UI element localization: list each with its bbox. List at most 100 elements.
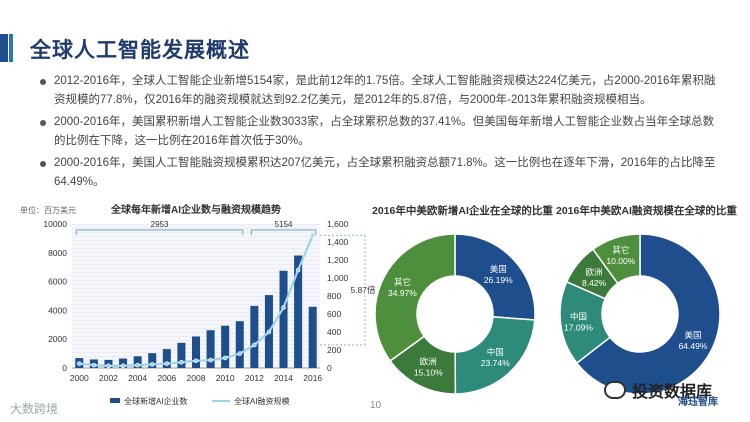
bullet-list: 2012-2016年，全球人工智能企业新增5154家，是此前12年的1.75倍。… — [40, 72, 720, 195]
line-point — [91, 362, 97, 368]
y-right-tick-label: 1,600 — [327, 219, 349, 229]
y-right-tick-label: 0 — [327, 363, 332, 373]
donut-slice — [374, 233, 456, 362]
bullet-item: 2000-2016年，美国累积新增人工智能企业数3033家，占全球累积总数的37… — [40, 113, 720, 151]
bullet-item: 2000-2016年，美国人工智能融资规模累积达207亿美元，占全球累积融资总额… — [40, 154, 720, 192]
wechat-account: 投资数据库 — [604, 378, 712, 402]
bar — [250, 305, 259, 368]
chart-title: 全球每年新增AI企业数与融资规模趋势 — [110, 203, 281, 216]
legend-label: 全球新增AI企业数 — [124, 396, 188, 406]
line-point — [266, 329, 272, 335]
y-left-tick-label: 10000 — [43, 219, 67, 229]
bar — [162, 349, 171, 368]
y-right-tick-label: 1,000 — [327, 273, 349, 283]
bar — [235, 321, 244, 368]
page-number: 10 — [370, 400, 382, 411]
bracket-2000-2011 — [75, 229, 244, 235]
slice-value-label: 8.42% — [582, 278, 607, 288]
slice-name-label: 欧洲 — [420, 357, 437, 367]
bar-line-chart: 单位：百万美元 全球每年新增AI企业数与融资规模趋势020004000600080… — [20, 203, 378, 406]
x-tick-label: 2004 — [128, 373, 147, 383]
line-point — [281, 305, 286, 310]
bar — [133, 356, 142, 368]
legend-label: 全球AI融资规模 — [234, 396, 290, 406]
line-point — [76, 361, 82, 366]
bar — [294, 255, 303, 368]
unit-label: 单位：百万美元 — [20, 205, 76, 215]
x-tick-label: 2006 — [157, 373, 176, 383]
y-right-tick-label: 1,400 — [327, 237, 349, 247]
y-right-tick-label: 600 — [327, 309, 341, 319]
y-right-tick-label: 800 — [327, 291, 341, 301]
y-right-tick-label: 200 — [327, 345, 341, 355]
y-left-tick-label: 4000 — [48, 305, 67, 315]
charts-canvas: 单位：百万美元 全球每年新增AI企业数与融资规模趋势020004000600080… — [20, 203, 721, 406]
page-title: 全球人工智能发展概述 — [30, 39, 250, 62]
line-point — [164, 361, 170, 366]
y-left-tick-label: 0 — [62, 363, 67, 373]
slice-name-label: 其它 — [612, 245, 629, 255]
line-point — [252, 342, 257, 348]
line-point — [295, 267, 301, 273]
x-tick-label: 2012 — [245, 373, 264, 383]
y-left-tick-label: 8000 — [48, 248, 67, 258]
y-right-tick-label: 400 — [327, 327, 341, 337]
wechat-account-name: 投资数据库 — [632, 384, 713, 401]
slice-name-label: 美国 — [684, 330, 701, 340]
y-left-tick-label: 2000 — [48, 334, 67, 344]
line-point — [149, 362, 155, 367]
slice-value-label: 17.09% — [564, 323, 593, 333]
slice-value-label: 26.19% — [484, 275, 513, 285]
ratio-label: 5.87倍 — [350, 285, 376, 295]
title-accent-bar-light — [9, 34, 13, 62]
line-point — [106, 363, 111, 369]
line-point — [179, 359, 184, 365]
bar — [206, 330, 215, 368]
title-accent-bar — [0, 34, 8, 62]
line-point — [193, 358, 199, 364]
bar — [119, 358, 128, 368]
x-tick-label: 2010 — [216, 373, 235, 383]
slice-name-label: 欧洲 — [586, 267, 603, 277]
donut-title-funding: 2016年中美欧AI融资规模在全球的比重 — [556, 205, 737, 217]
slice-value-label: 10.00% — [606, 256, 635, 266]
bar — [279, 270, 288, 368]
bar — [177, 342, 186, 368]
slice-value-label: 15.10% — [414, 368, 443, 378]
x-tick-label: 2002 — [99, 373, 118, 383]
x-tick-label: 2000 — [70, 373, 89, 383]
legend-swatch-bar — [110, 398, 120, 403]
x-tick-label: 2014 — [274, 373, 293, 383]
bar — [191, 336, 201, 368]
bar — [148, 353, 157, 368]
donut-slice — [591, 233, 641, 285]
slice-value-label: 34.97% — [388, 288, 417, 298]
bracket-label: 5154 — [275, 220, 293, 229]
y-right-tick-label: 1,200 — [327, 255, 349, 265]
slice-name-label: 其它 — [394, 277, 411, 287]
donut-title-companies: 2016年中美欧新增AI企业在全球的比重 — [372, 205, 553, 217]
footer-logo: 大数跨境 — [10, 402, 59, 416]
donut-slice — [454, 316, 536, 395]
donut-slice — [454, 233, 536, 321]
slice-name-label: 美国 — [490, 264, 507, 274]
bracket-2012-2016 — [250, 229, 317, 235]
brand-name: 海珏智库 — [678, 397, 718, 408]
slice-name-label: 中国 — [570, 312, 587, 322]
x-tick-label: 2008 — [187, 373, 206, 383]
line-point — [135, 362, 140, 368]
bar — [221, 325, 230, 368]
bar — [308, 306, 317, 368]
bullet-item: 2012-2016年，全球人工智能企业新增5154家，是此前12年的1.75倍。… — [40, 72, 720, 110]
slice-value-label: 64.49% — [679, 341, 708, 351]
bracket-label: 2953 — [151, 220, 169, 229]
slice-name-label: 中国 — [487, 347, 504, 357]
line-point — [310, 232, 316, 238]
x-tick-label: 2016 — [303, 373, 322, 383]
slice-value-label: 23.74% — [481, 358, 510, 368]
line-point — [222, 355, 228, 361]
line-point — [120, 363, 126, 369]
wechat-icon — [604, 381, 626, 399]
